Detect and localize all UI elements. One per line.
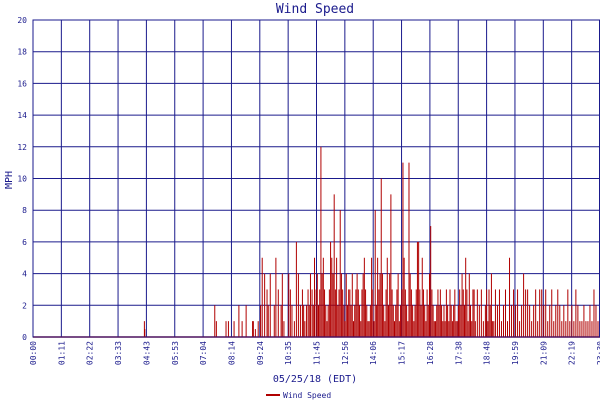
x-tick-label: 15:17: [398, 341, 407, 365]
y-tick-label: 2: [22, 301, 27, 310]
chart-title: Wind Speed: [276, 2, 354, 17]
x-tick-label: 02:22: [86, 341, 95, 365]
x-tick-label: 23:30: [596, 341, 600, 365]
x-tick-label: 16:28: [426, 341, 435, 365]
y-axis-label: MPH: [4, 171, 15, 189]
x-tick-label: 12:56: [341, 341, 350, 365]
y-tick-label: 14: [17, 111, 27, 120]
y-tick-label: 6: [22, 238, 27, 247]
x-tick-label: 05:53: [171, 341, 180, 365]
x-tick-label: 09:24: [256, 341, 265, 365]
y-tick-label: 20: [17, 16, 27, 25]
x-tick-label: 17:38: [454, 341, 463, 365]
x-tick-label: 10:35: [284, 341, 293, 365]
y-tick-label: 16: [17, 79, 27, 88]
y-tick-label: 12: [17, 143, 27, 152]
x-tick-label: 21:09: [539, 341, 548, 365]
y-tick-label: 4: [22, 270, 27, 279]
y-tick-label: 0: [22, 333, 27, 342]
x-tick-label: 08:14: [227, 341, 236, 365]
x-tick-label: 19:59: [511, 341, 520, 365]
y-tick-label: 10: [17, 175, 27, 184]
legend: Wind Speed: [266, 391, 331, 400]
x-tick-label: 14:06: [369, 341, 378, 365]
x-tick-label: 03:33: [114, 341, 123, 365]
x-tick-label: 04:43: [142, 341, 151, 365]
y-tick-label: 18: [17, 48, 27, 57]
x-tick-label: 07:04: [199, 341, 208, 365]
y-axis-ticks: 0 2 4 6 8 10 12 14 16 18 20: [17, 16, 27, 342]
x-tick-label: 00:00: [29, 341, 38, 365]
y-tick-label: 8: [22, 206, 27, 215]
x-axis-label: 05/25/18 (EDT): [273, 374, 357, 385]
x-axis-ticks: 00:00 01:11 02:22 03:33 04:43 05:53 07:04 08:14…: [29, 341, 600, 365]
x-tick-label: 18:48: [483, 341, 492, 365]
x-tick-label: 11:45: [313, 341, 322, 365]
x-tick-label: 01:11: [57, 341, 66, 365]
x-tick-label: 22:19: [568, 341, 577, 365]
legend-label: Wind Speed: [283, 391, 331, 400]
